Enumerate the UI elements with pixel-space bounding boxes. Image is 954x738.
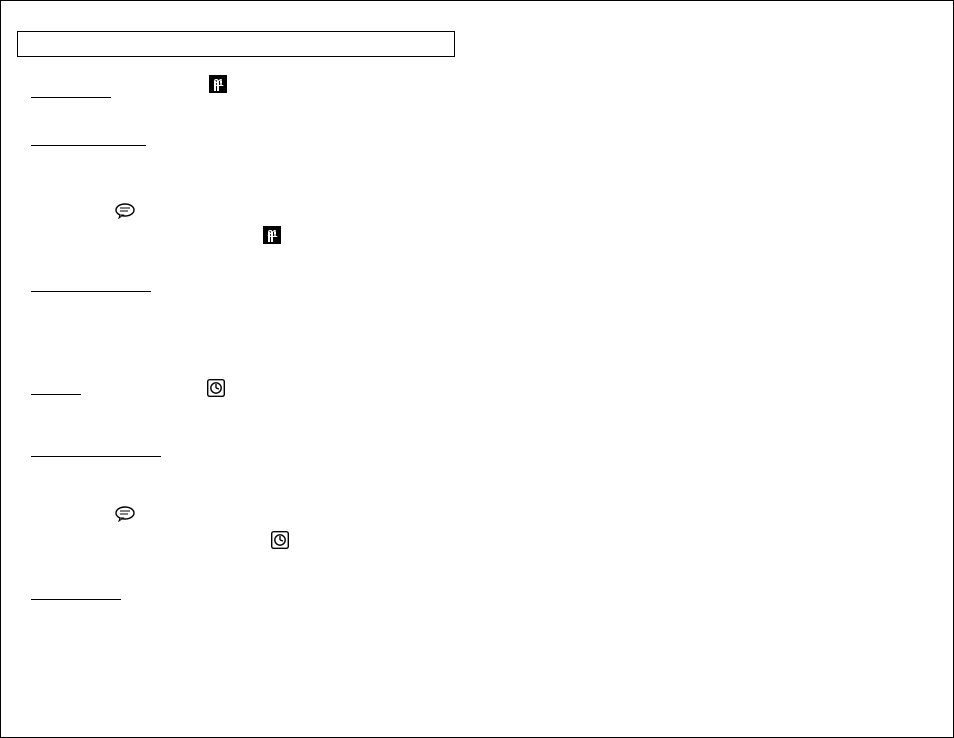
speech-bubble-icon[interactable]: [115, 203, 133, 221]
speech-bubble-icon[interactable]: [115, 506, 133, 524]
clock-icon[interactable]: [207, 379, 225, 397]
page-frame: 31 31: [0, 0, 954, 738]
section-rule-3: [31, 291, 151, 292]
calendar-icon[interactable]: 31: [209, 75, 227, 93]
section-rule-6: [31, 599, 121, 600]
calendar-icon-label: 31: [212, 78, 224, 90]
section-rule-1: [31, 97, 111, 98]
calendar-icon[interactable]: 31: [263, 226, 281, 244]
title-input[interactable]: [17, 31, 455, 57]
clock-icon[interactable]: [271, 531, 289, 549]
section-rule-2: [31, 145, 146, 146]
section-rule-4: [31, 394, 81, 395]
section-rule-5: [31, 456, 161, 457]
calendar-icon-label: 31: [266, 229, 278, 241]
